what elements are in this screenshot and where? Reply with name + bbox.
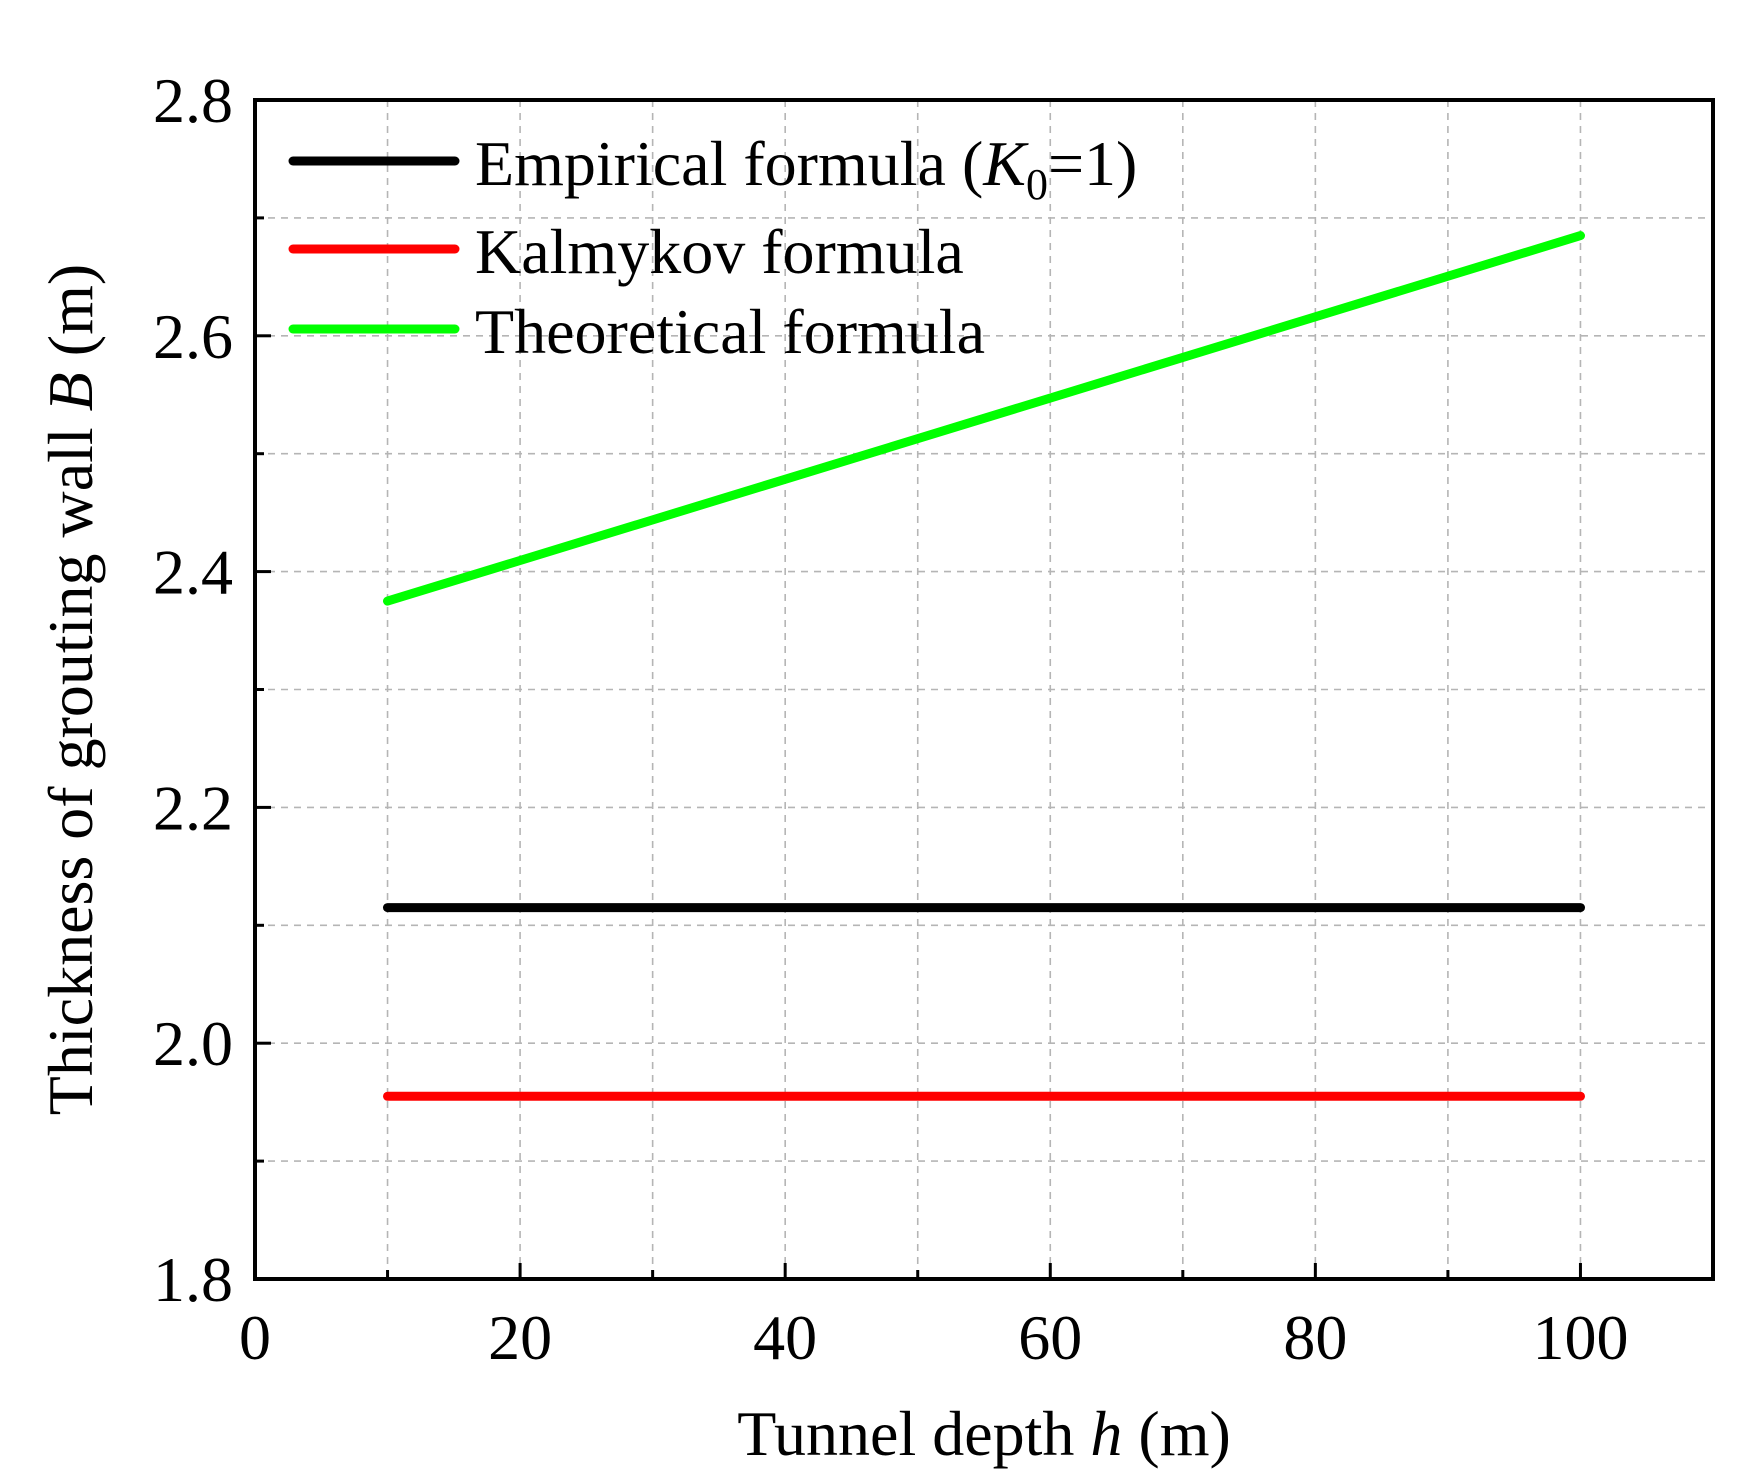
y-tick-label: 2.4 bbox=[153, 537, 233, 608]
legend: Empirical formula (K0=1) Kalmykov formul… bbox=[288, 128, 1137, 367]
y-axis-title: Thickness of grouting wall B (m) bbox=[35, 264, 106, 1115]
series-line-theoretical-formula bbox=[383, 231, 1585, 606]
x-tick-label: 60 bbox=[1018, 1302, 1082, 1373]
y-tick-label: 2.8 bbox=[153, 65, 233, 136]
x-axis-title: Tunnel depth h (m) bbox=[737, 1398, 1231, 1469]
y-tick-label: 2.0 bbox=[153, 1008, 233, 1079]
series-lines bbox=[383, 231, 1585, 1101]
y-tick-label: 1.8 bbox=[153, 1244, 233, 1315]
x-tick-label: 20 bbox=[488, 1302, 552, 1373]
legend-label-empirical: Empirical formula (K0=1) bbox=[475, 128, 1137, 209]
tick-labels: 0 20 40 60 80 100 1.8 2.0 2.2 2.4 2.6 2.8 bbox=[153, 65, 1628, 1373]
y-tick-label: 2.6 bbox=[153, 301, 233, 372]
legend-label-theoretical: Theoretical formula bbox=[475, 296, 985, 367]
x-tick-label: 80 bbox=[1283, 1302, 1347, 1373]
legend-label-kalmykov: Kalmykov formula bbox=[475, 216, 964, 287]
x-tick-label: 40 bbox=[753, 1302, 817, 1373]
grid bbox=[255, 100, 1713, 1279]
y-tick-label: 2.2 bbox=[153, 772, 233, 843]
x-tick-label: 0 bbox=[239, 1302, 271, 1373]
axis-ticks bbox=[253, 98, 1715, 1281]
x-tick-label: 100 bbox=[1532, 1302, 1628, 1373]
